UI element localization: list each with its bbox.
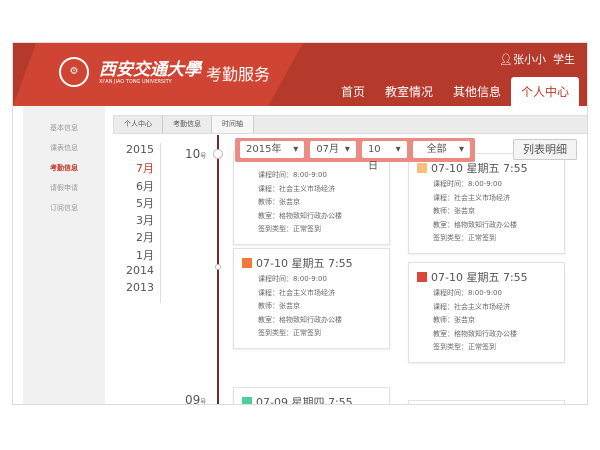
type-select[interactable]: 全部 ▾ (412, 141, 470, 158)
month-item[interactable]: 7月 (136, 162, 154, 176)
day-label: 09号 (185, 393, 207, 405)
sidebar-item-attendance[interactable]: 考勤信息 (50, 164, 78, 172)
month-item[interactable]: 1月 (136, 248, 154, 262)
nav-classroom[interactable]: 教室情况 (384, 85, 433, 99)
year-month-list: 2015 7月 6月 5月 3月 2月 1月 2014 2013 (113, 143, 161, 303)
nav-other[interactable]: 其他信息 (452, 85, 501, 99)
breadcrumb: 个人中心 考勤信息 时间轴 (113, 115, 587, 134)
nav-personal[interactable]: 个人中心 (510, 77, 579, 106)
breadcrumb-personal[interactable]: 个人中心 (114, 116, 163, 133)
month-item[interactable]: 2月 (136, 231, 154, 245)
user-info[interactable]: 👤︎张小小 学生 (499, 51, 575, 67)
sidebar-item-leave[interactable]: 请假申请 (50, 184, 78, 192)
day-label: 10号 (185, 147, 207, 161)
nav-home[interactable]: 首页 (340, 85, 365, 99)
sidebar-item-schedule[interactable]: 课表信息 (50, 144, 78, 152)
main-nav: 首页 教室情况 其他信息 个人中心 (331, 77, 579, 106)
attendance-card[interactable]: 07-09 星期四 7:55 (233, 387, 390, 404)
app-window: ⚙ 西安交通大學 XI'AN JIAO TONG UNIVERSITY 考勤服务… (12, 42, 588, 405)
timeline-node (215, 264, 221, 270)
attendance-card[interactable]: 07-10 星期五 7:55 课程时间：8:00-9:00 课程：社会主义市场经… (408, 153, 565, 254)
attendance-card[interactable]: 07-10 星期五 7:55 课程时间：8:00-9:00 课程：社会主义市场经… (233, 248, 390, 349)
breadcrumb-attendance[interactable]: 考勤信息 (163, 116, 212, 133)
checkin-icon (417, 272, 427, 282)
chevron-down-icon: ▾ (344, 144, 350, 155)
chevron-down-icon: ▾ (395, 144, 401, 155)
app-title: 考勤服务 (206, 65, 271, 84)
chevron-down-icon: ▾ (458, 144, 464, 155)
chevron-down-icon: ▾ (293, 144, 299, 155)
timeline-node (213, 149, 223, 159)
year-item[interactable]: 2014 (126, 264, 154, 278)
month-item[interactable]: 6月 (136, 179, 154, 193)
day-select[interactable]: 10日 ▾ (361, 141, 407, 172)
month-item[interactable]: 3月 (136, 214, 154, 228)
sidebar-item-basic[interactable]: 基本信息 (50, 124, 78, 132)
header: ⚙ 西安交通大學 XI'AN JIAO TONG UNIVERSITY 考勤服务… (13, 43, 587, 106)
checkin-icon (242, 258, 252, 268)
university-logo-icon: ⚙ (59, 57, 89, 87)
month-select[interactable]: 07月 ▾ (310, 141, 356, 158)
user-name: 张小小 (513, 53, 546, 66)
sidebar: 基本信息 课表信息 考勤信息 请假申请 订阅信息 (23, 106, 105, 404)
university-name: 西安交通大學 (99, 60, 201, 80)
university-name-en: XI'AN JIAO TONG UNIVERSITY (99, 79, 172, 85)
user-role: 学生 (553, 53, 575, 66)
attendance-card[interactable]: 课程时间：8:00-9:00 课程：社会主义市场经济 教师：张芸京 教室：格物致… (233, 151, 390, 245)
user-icon: 👤︎ (499, 53, 513, 66)
timeline-axis (217, 135, 219, 404)
year-select[interactable]: 2015年 ▾ (240, 141, 305, 158)
date-filter-bar: 2015年 ▾ 07月 ▾ 10日 ▾ 全部 ▾ (235, 138, 475, 172)
checkin-icon (417, 163, 427, 173)
month-item[interactable]: 5月 (136, 196, 154, 210)
attendance-card[interactable] (408, 400, 565, 404)
year-item[interactable]: 2015 (126, 143, 154, 156)
checkin-icon (242, 397, 252, 404)
list-detail-button[interactable]: 列表明细 (513, 139, 577, 160)
sidebar-item-subscribe[interactable]: 订阅信息 (50, 204, 78, 212)
attendance-card[interactable]: 07-10 星期五 7:55 课程时间：8:00-9:00 课程：社会主义市场经… (408, 262, 565, 363)
year-item[interactable]: 2013 (126, 281, 154, 295)
breadcrumb-timeline: 时间轴 (212, 116, 254, 133)
